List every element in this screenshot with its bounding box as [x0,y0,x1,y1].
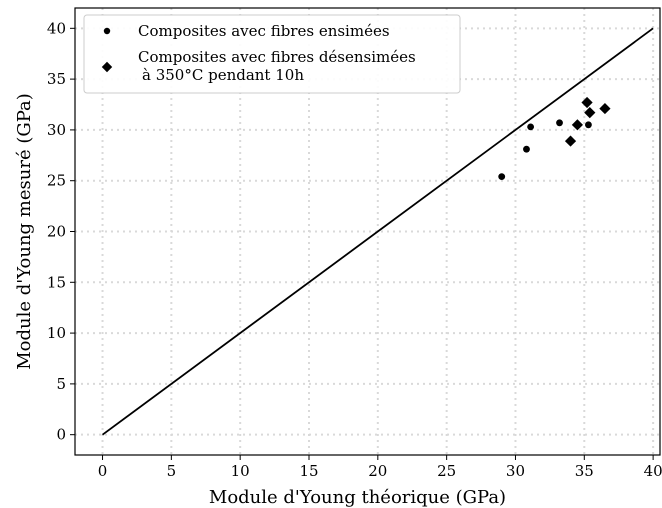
x-tick-label: 35 [575,462,594,480]
y-axis-label: Module d'Young mesuré (GPa) [14,93,35,370]
data-point-circle [556,119,563,127]
x-tick-label: 20 [368,462,387,480]
legend-box [83,14,461,94]
x-tick-label: 10 [231,462,250,480]
grid [75,8,660,455]
y-tick-label: 40 [47,19,66,37]
y-tick-label: 30 [47,121,66,139]
x-tick-label: 25 [437,462,456,480]
y-tick-label: 0 [56,426,66,444]
reference-line-layer [101,27,654,436]
reference-line [101,27,654,436]
points-layer [498,96,611,181]
data-point-diamond [599,102,611,115]
y-tick-label: 25 [47,172,66,190]
legend: Composites avec fibres ensimées Composit… [83,14,461,94]
data-point-diamond [564,135,577,147]
legend-marker-diamond [101,61,113,73]
data-point-circle [585,121,592,129]
data-point-diamond [584,107,596,119]
y-tick-label: 15 [47,273,66,291]
x-tick-label: 5 [167,462,177,480]
data-point-diamond [571,119,584,131]
y-tick-label: 35 [47,70,66,88]
data-point-circle [527,123,535,131]
legend-marker-circle [103,27,111,35]
y-tick-label: 5 [56,375,66,393]
x-tick-label: 15 [299,462,318,480]
ticks: 0 5 10 15 20 25 30 35 40 0 5 10 15 20 25 30 35 40 [47,19,662,480]
y-tick-label: 20 [47,223,66,241]
x-tick-label: 40 [644,462,662,480]
legend-entry-desensimees-line2: à 350°C pendant 10h [142,66,304,84]
data-point-diamond [581,96,593,109]
legend-entry-desensimees: Composites avec fibres désensimées [138,48,416,66]
y-tick-label: 10 [47,324,66,342]
x-tick-label: 30 [506,462,525,480]
data-point-circle [498,173,506,181]
x-tick-label: 0 [98,462,108,480]
data-point-circle [523,145,530,153]
legend-entry-ensimees: Composites avec fibres ensimées [138,22,390,40]
x-axis-label: Module d'Young théorique (GPa) [209,487,506,508]
